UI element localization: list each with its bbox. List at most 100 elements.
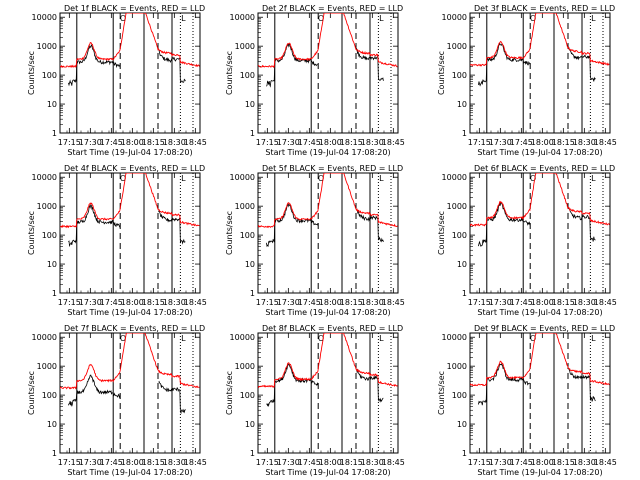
y-tick-label: 10 — [457, 260, 467, 269]
series-events-line — [68, 204, 186, 248]
y-tick-label: 1000 — [37, 202, 57, 211]
corner-marker: L — [591, 334, 596, 343]
x-tick-label: 17:45 — [100, 458, 123, 467]
y-tick-label: 1 — [462, 449, 467, 458]
y-tick-label: 1000 — [447, 362, 467, 371]
x-tick-label: 18:45 — [184, 458, 207, 467]
y-tick-label: 1 — [462, 289, 467, 298]
y-axis-label: Counts/sec — [225, 371, 234, 415]
x-tick-label: 17:30 — [79, 458, 102, 467]
x-tick-label: 17:30 — [489, 458, 512, 467]
y-tick-label: 10 — [245, 420, 255, 429]
y-tick-label: 10000 — [32, 13, 57, 22]
panel-4: Det 4f BLACK = Events, RED = LLD 1 10 100 10… — [27, 164, 207, 317]
y-tick-label: 1000 — [37, 42, 57, 51]
x-tick-label: 18:45 — [594, 138, 617, 147]
x-tick-label: 18:00 — [319, 298, 342, 307]
x-axis-label: Start Time (19-Jul-04 17:08:20) — [67, 308, 192, 317]
x-tick-label: 17:45 — [510, 298, 533, 307]
x-tick-label: 17:45 — [100, 138, 123, 147]
y-tick-label: 10 — [245, 100, 255, 109]
series-lld-line — [60, 173, 200, 229]
plot-frame — [257, 172, 399, 294]
y-tick-label: 1 — [250, 129, 255, 138]
x-tick-label: 17:30 — [277, 298, 300, 307]
x-tick-label: 17:15 — [468, 138, 491, 147]
x-tick-label: 18:15 — [552, 138, 575, 147]
y-tick-label: 10000 — [230, 13, 255, 22]
x-tick-label: 18:45 — [382, 298, 405, 307]
x-tick-label: 18:00 — [531, 138, 554, 147]
y-tick-label: 1 — [52, 129, 57, 138]
panel-title: Det 9f BLACK = Events, RED = LLD — [474, 324, 615, 333]
corner-marker: L — [181, 334, 186, 343]
y-axis-label: Counts/sec — [437, 211, 446, 255]
x-tick-label: 18:30 — [573, 458, 596, 467]
y-tick-label: 10000 — [442, 13, 467, 22]
panel-title: Det 7f BLACK = Events, RED = LLD — [64, 324, 205, 333]
x-tick-label: 18:30 — [163, 458, 186, 467]
x-tick-label: 17:30 — [277, 458, 300, 467]
x-tick-label: 17:15 — [468, 458, 491, 467]
y-tick-label: 100 — [42, 231, 57, 240]
panel-title: Det 6f BLACK = Events, RED = LLD — [474, 164, 615, 173]
x-tick-label: 18:15 — [340, 298, 363, 307]
y-tick-label: 10000 — [442, 173, 467, 182]
panel-2: Det 2f BLACK = Events, RED = LLD 1 10 100 10… — [225, 4, 405, 157]
y-axis-label: Counts/sec — [437, 371, 446, 415]
y-axis-label: Counts/sec — [225, 211, 234, 255]
x-tick-label: 18:00 — [531, 458, 554, 467]
panel-8: Det 8f BLACK = Events, RED = LLD 1 10 100 10… — [225, 324, 405, 477]
series-events-line — [266, 202, 384, 248]
y-axis-label: Counts/sec — [225, 51, 234, 95]
y-tick-label: 1000 — [447, 202, 467, 211]
y-tick-label: 1 — [462, 129, 467, 138]
x-tick-label: 18:30 — [573, 138, 596, 147]
x-tick-label: 18:00 — [121, 298, 144, 307]
y-tick-label: 10 — [47, 260, 57, 269]
x-tick-label: 18:45 — [382, 458, 405, 467]
y-tick-label: 100 — [240, 71, 255, 80]
series-lld-line — [258, 13, 398, 69]
series-events-line — [266, 363, 384, 408]
y-tick-label: 1 — [250, 449, 255, 458]
x-axis-label: Start Time (19-Jul-04 17:08:20) — [477, 148, 602, 157]
panel-title: Det 8f BLACK = Events, RED = LLD — [262, 324, 403, 333]
y-tick-label: 1000 — [235, 362, 255, 371]
y-tick-label: 10000 — [32, 173, 57, 182]
x-tick-label: 18:00 — [121, 458, 144, 467]
y-tick-label: 100 — [240, 231, 255, 240]
panel-title: Det 3f BLACK = Events, RED = LLD — [474, 4, 615, 13]
x-tick-label: 17:30 — [277, 138, 300, 147]
x-tick-label: 17:45 — [510, 458, 533, 467]
y-tick-label: 10 — [47, 100, 57, 109]
plot-frame — [469, 332, 611, 454]
corner-marker: L — [181, 14, 186, 23]
y-tick-label: 1 — [52, 449, 57, 458]
x-tick-label: 18:45 — [594, 298, 617, 307]
series-events-line — [68, 44, 186, 87]
corner-marker: L — [379, 174, 384, 183]
x-axis-label: Start Time (19-Jul-04 17:08:20) — [67, 468, 192, 477]
x-tick-label: 18:45 — [382, 138, 405, 147]
series-lld-line — [470, 333, 610, 387]
corner-marker: L — [379, 14, 384, 23]
saa-circle-marker: O — [530, 14, 536, 23]
y-tick-label: 10000 — [230, 173, 255, 182]
saa-circle-marker: O — [318, 334, 324, 343]
y-tick-label: 100 — [42, 391, 57, 400]
x-tick-label: 18:15 — [340, 138, 363, 147]
y-axis-label: Counts/sec — [437, 51, 446, 95]
x-tick-label: 18:00 — [121, 138, 144, 147]
series-lld-line — [258, 173, 398, 229]
panel-3: Det 3f BLACK = Events, RED = LLD 1 10 100 10… — [437, 4, 617, 157]
y-tick-label: 100 — [240, 391, 255, 400]
x-tick-label: 17:45 — [100, 298, 123, 307]
y-tick-label: 1000 — [447, 42, 467, 51]
x-tick-label: 18:30 — [163, 138, 186, 147]
x-tick-label: 18:45 — [184, 298, 207, 307]
plot-frame — [59, 12, 201, 134]
panel-9: Det 9f BLACK = Events, RED = LLD 1 10 100 10… — [437, 324, 617, 477]
y-tick-label: 1 — [250, 289, 255, 298]
saa-circle-marker: O — [318, 174, 324, 183]
